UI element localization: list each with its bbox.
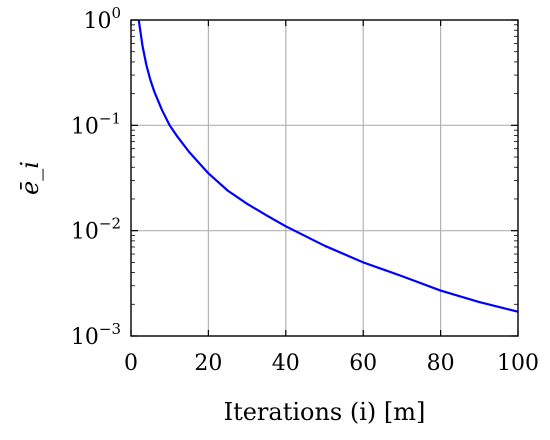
x-tick-label: 80 bbox=[427, 351, 455, 376]
y-tick-label: 100 bbox=[83, 4, 121, 34]
y-tick-label: 10−1 bbox=[71, 109, 121, 139]
x-tick-label: 20 bbox=[194, 351, 222, 376]
x-tick-label: 60 bbox=[349, 351, 377, 376]
x-axis-label: Iterations (i) [m] bbox=[224, 398, 426, 426]
x-tick-label: 0 bbox=[124, 351, 138, 376]
plot-frame bbox=[130, 19, 519, 337]
x-tick-label: 40 bbox=[272, 351, 300, 376]
y-axis-label: ē_i bbox=[16, 161, 44, 195]
y-tick-label: 10−2 bbox=[71, 215, 121, 245]
series-line bbox=[137, 19, 519, 313]
y-tick-label: 10−3 bbox=[71, 320, 121, 350]
x-tick-label: 100 bbox=[497, 351, 539, 376]
